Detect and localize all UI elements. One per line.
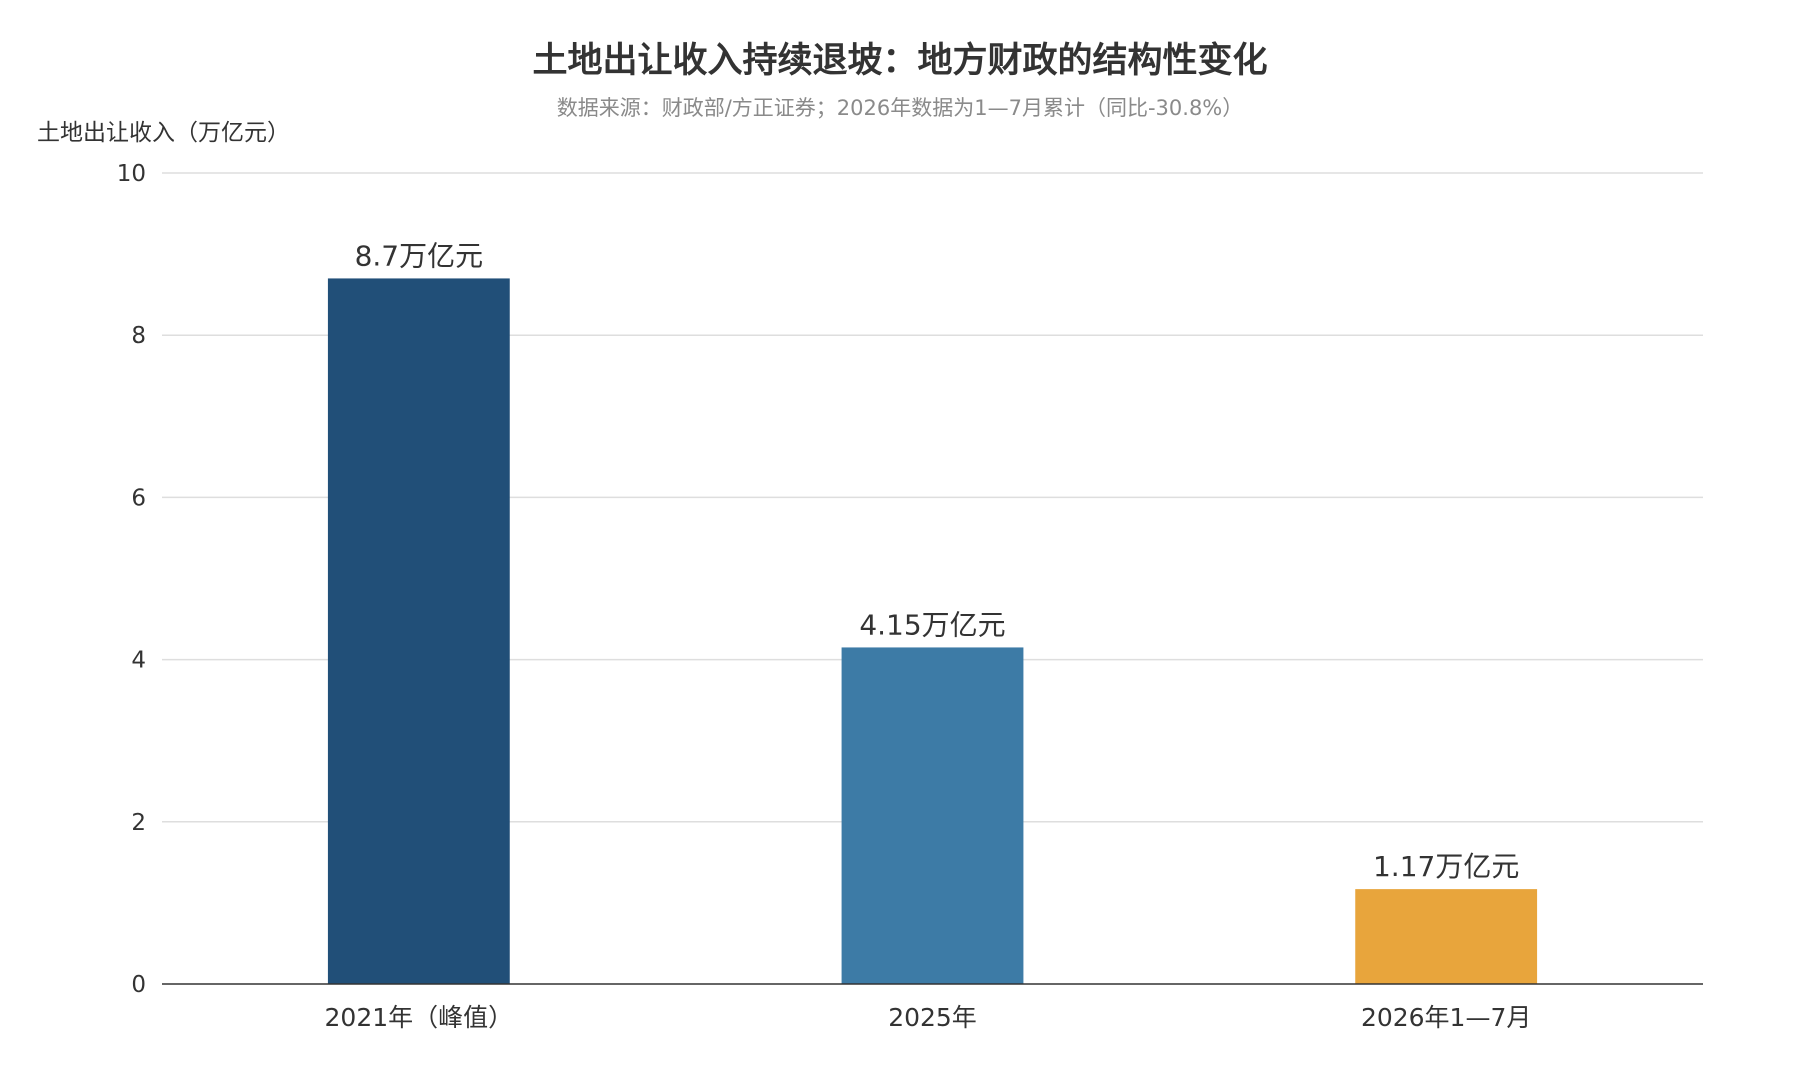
bars xyxy=(327,278,1538,984)
x-category-label: 2026年1—7月 xyxy=(1361,1003,1531,1032)
chart-title: 土地出让收入持续退坡：地方财政的结构性变化 xyxy=(532,41,1267,81)
y-tick-label: 10 xyxy=(117,161,146,187)
bar xyxy=(327,278,510,984)
y-tick-label: 4 xyxy=(131,648,146,674)
y-axis-title: 土地出让收入（万亿元） xyxy=(37,120,290,146)
y-tick-label: 8 xyxy=(131,323,146,349)
data-label: 8.7万亿元 xyxy=(355,239,484,272)
y-axis-ticks: 0 2 4 6 8 10 xyxy=(117,161,146,998)
data-label: 4.15万亿元 xyxy=(859,608,1005,641)
x-axis-categories: 2021年（峰值） 2025年 2026年1—7月 xyxy=(325,1003,1532,1032)
y-tick-label: 6 xyxy=(131,485,146,511)
bar xyxy=(841,647,1024,984)
x-category-label: 2021年（峰值） xyxy=(325,1003,514,1032)
chart-subtitle: 数据来源：财政部/方正证券；2026年数据为1—7月累计（同比-30.8%） xyxy=(557,96,1244,120)
x-category-label: 2025年 xyxy=(888,1003,977,1032)
y-tick-label: 0 xyxy=(131,972,146,998)
y-tick-label: 2 xyxy=(131,810,146,836)
data-labels: 8.7万亿元 4.15万亿元 1.17万亿元 xyxy=(355,239,1520,883)
bar xyxy=(1355,889,1538,984)
data-label: 1.17万亿元 xyxy=(1373,850,1519,883)
